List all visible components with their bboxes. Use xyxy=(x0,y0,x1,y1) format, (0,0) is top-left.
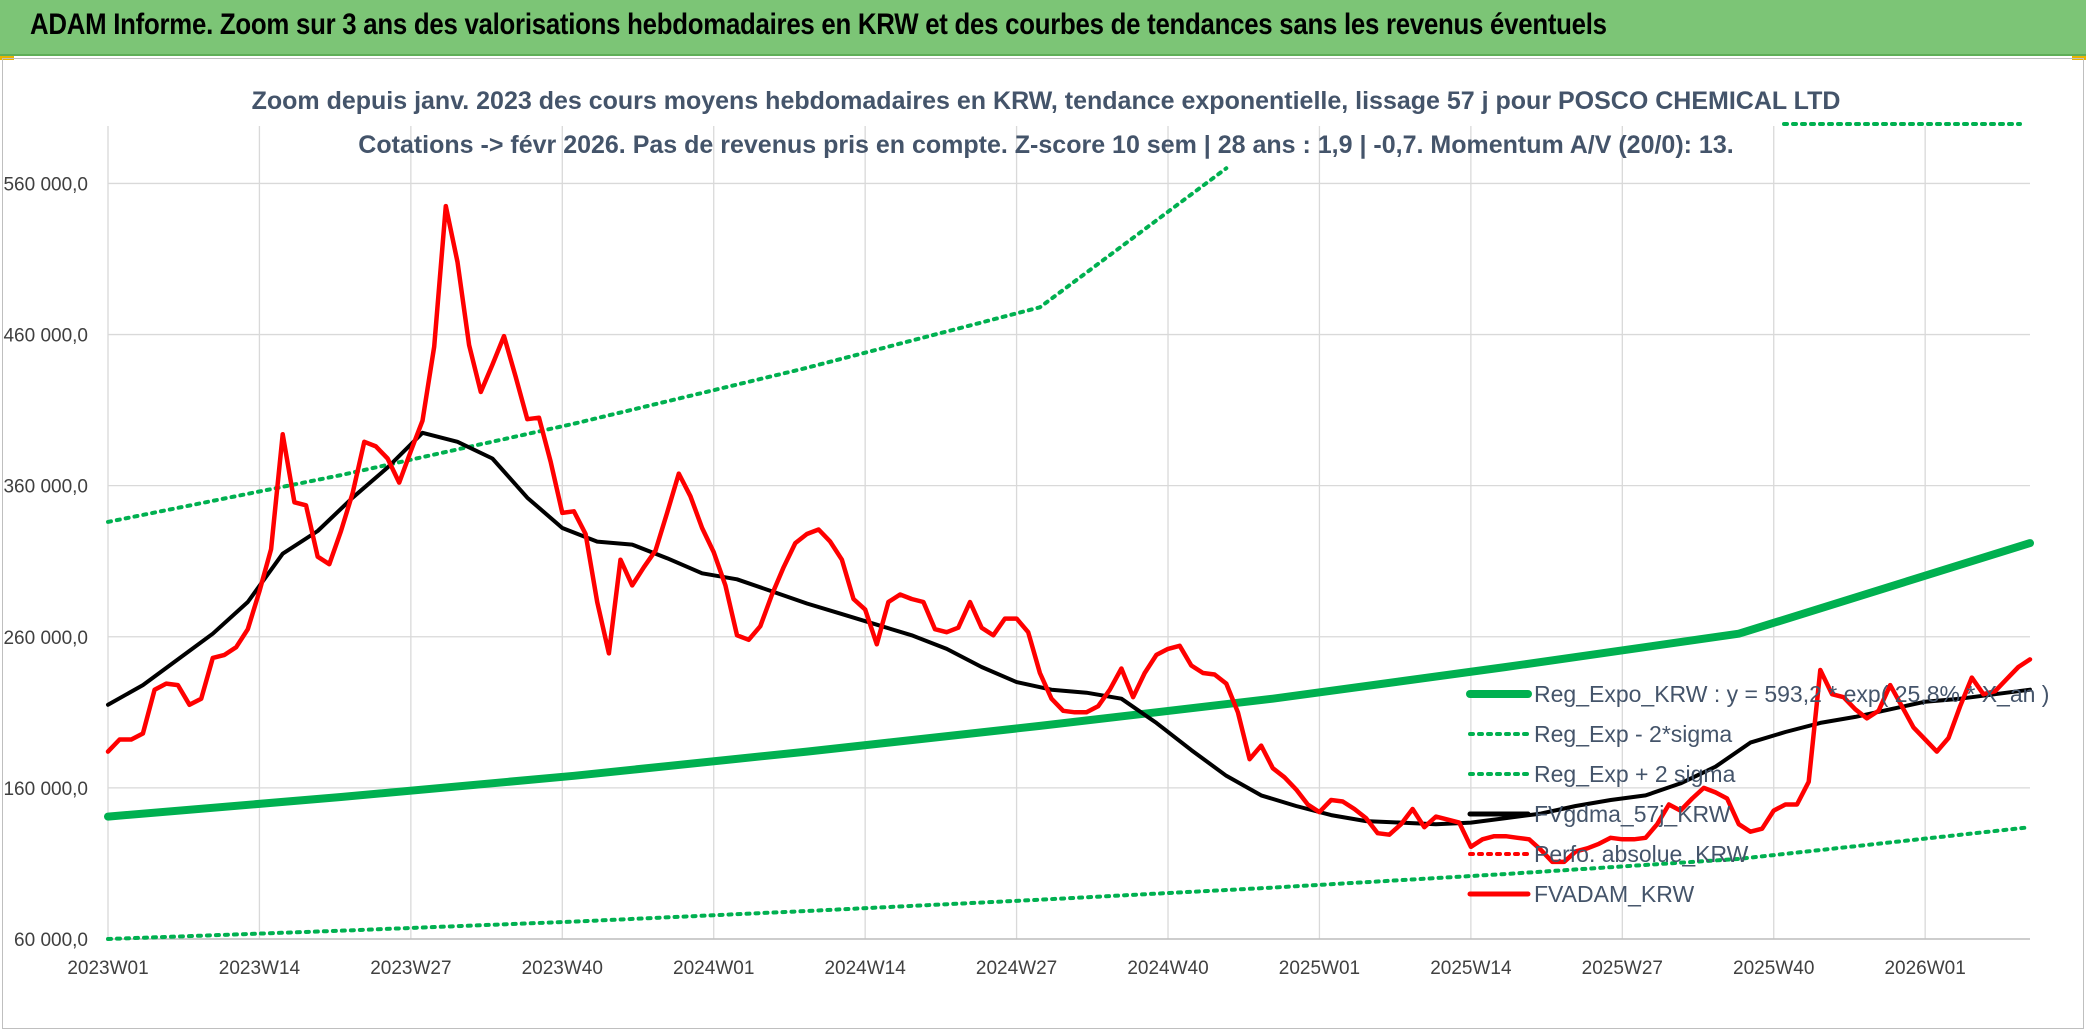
x-tick-label: 2024W40 xyxy=(1127,958,1208,979)
y-tick-label: 260 000,0 xyxy=(3,628,88,649)
series-layer xyxy=(104,166,2034,941)
x-tick-label: 2024W27 xyxy=(976,958,1057,979)
legend-label-1: Reg_Expo_KRW : y = 593,2 * exp( 25,8% * … xyxy=(1534,681,2049,707)
x-tick-label: 2023W27 xyxy=(370,958,451,979)
header-banner: ADAM Informe. Zoom sur 3 ans des valoris… xyxy=(0,0,2086,56)
gridlines xyxy=(107,126,2030,940)
x-tick-label: 2025W01 xyxy=(1279,958,1360,979)
series-line-fvadam-krw xyxy=(105,203,2033,865)
y-tick-label: 360 000,0 xyxy=(3,477,88,498)
x-tick-label: 2025W27 xyxy=(1582,958,1663,979)
legend: Reg_Expo_KRW : y = 593,2 * exp( 25,8% * … xyxy=(1466,681,2049,907)
legend-label-5: Perfo. absolue_KRW xyxy=(1534,841,1749,867)
chart-subtitle-line-2: Cotations -> févr 2026. Pas de revenus p… xyxy=(358,131,1733,159)
y-tick-label: 460 000,0 xyxy=(3,326,88,347)
y-tick-label: 560 000,0 xyxy=(3,174,88,195)
series-line-reg-exp-2-sigma xyxy=(106,166,1229,524)
x-tick-label: 2023W40 xyxy=(522,958,603,979)
series-line-reg-exp-2-sigma xyxy=(106,825,2032,941)
x-tick-label: 2023W14 xyxy=(219,958,301,979)
legend-label-2: Reg_Exp - 2*sigma xyxy=(1534,721,1732,747)
legend-label-6: FVADAM_KRW xyxy=(1534,881,1694,907)
tick-labels: 60 000,0 160 000,0 260 000,0 360 000,0 460 0… xyxy=(3,174,1965,979)
legend-label-4: FVgdma_57j_KRW xyxy=(1534,801,1731,827)
legend-label-3: Reg_Exp + 2 sigma xyxy=(1534,761,1736,787)
chart-subtitle-line-1: Zoom depuis janv. 2023 des cours moyens … xyxy=(252,87,1841,115)
x-tick-label: 2024W14 xyxy=(824,958,906,979)
y-tick-label: 160 000,0 xyxy=(3,779,88,800)
x-tick-label: 2025W14 xyxy=(1430,958,1512,979)
series-line-fvgdma-57j-krw xyxy=(106,430,2032,827)
x-tick-label: 2023W01 xyxy=(67,958,148,979)
y-tick-label: 60 000,0 xyxy=(14,930,88,951)
x-tick-label: 2024W01 xyxy=(673,958,754,979)
x-tick-label: 2026W01 xyxy=(1884,958,1965,979)
x-tick-label: 2025W40 xyxy=(1733,958,1814,979)
page-title: ADAM Informe. Zoom sur 3 ans des valoris… xyxy=(30,8,1607,41)
series-line-reg-expo-krw xyxy=(104,539,2034,821)
